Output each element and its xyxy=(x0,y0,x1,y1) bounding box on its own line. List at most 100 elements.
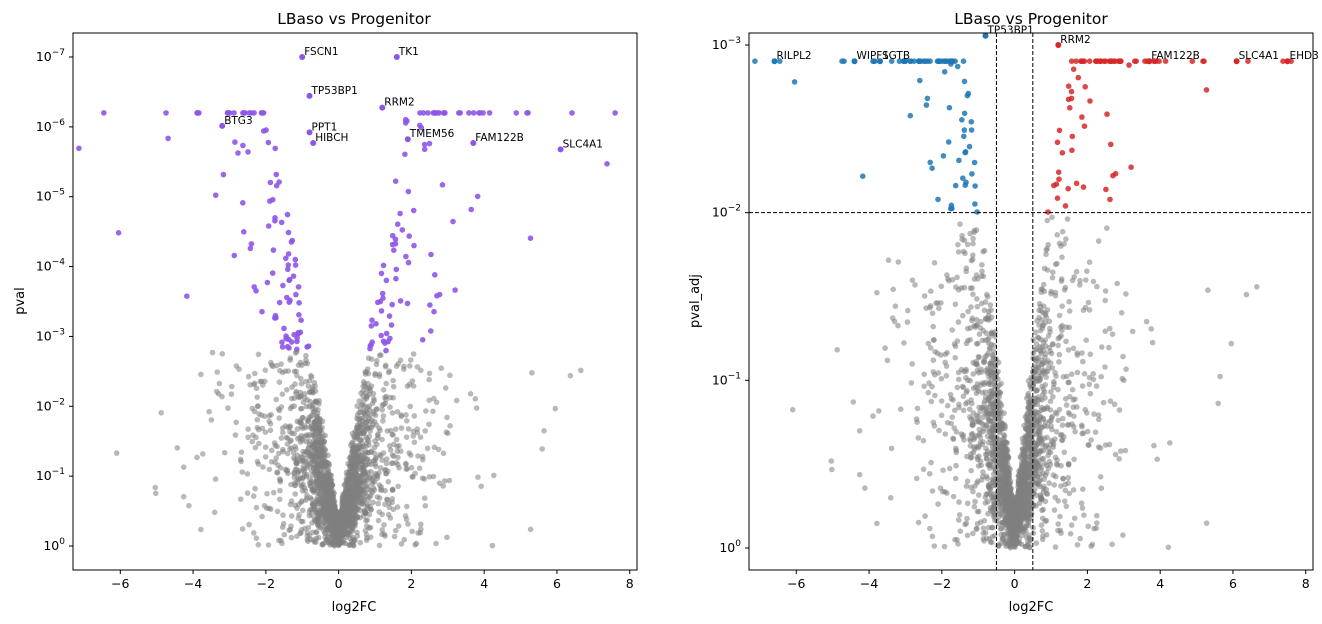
data-point xyxy=(964,500,971,507)
data-point xyxy=(212,476,219,482)
data-point xyxy=(1280,58,1286,64)
data-point xyxy=(1085,442,1092,448)
data-point xyxy=(404,383,411,390)
data-point xyxy=(362,527,369,534)
data-point xyxy=(270,489,277,496)
data-point xyxy=(298,393,305,399)
data-point xyxy=(1065,480,1071,486)
data-point xyxy=(965,308,971,315)
data-point xyxy=(395,461,401,468)
data-point xyxy=(1059,150,1066,156)
data-point xyxy=(303,352,309,359)
data-point xyxy=(158,410,164,416)
data-point xyxy=(960,433,966,440)
data-point xyxy=(220,171,227,178)
x-tick-label: 4 xyxy=(480,576,488,591)
data-point xyxy=(281,531,288,538)
data-point xyxy=(1032,329,1039,336)
data-point xyxy=(1083,337,1089,344)
data-point xyxy=(311,485,318,491)
data-point xyxy=(1051,378,1057,385)
data-point xyxy=(952,475,959,482)
data-point xyxy=(266,466,273,473)
gene-label: SLC4A1 xyxy=(563,138,603,150)
data-point xyxy=(1091,411,1097,417)
data-point xyxy=(375,500,382,507)
data-point xyxy=(964,515,970,522)
data-point xyxy=(286,276,293,283)
data-point xyxy=(379,436,385,443)
data-point xyxy=(1062,396,1069,402)
data-point xyxy=(231,252,238,259)
data-point xyxy=(1079,350,1085,356)
data-point xyxy=(1068,58,1075,64)
data-point xyxy=(397,298,404,304)
data-point xyxy=(198,526,204,533)
data-point xyxy=(295,284,302,290)
data-point xyxy=(896,58,903,64)
data-point xyxy=(376,542,383,549)
data-point xyxy=(926,380,932,386)
data-point xyxy=(364,436,371,443)
data-point xyxy=(1039,442,1046,448)
data-point xyxy=(541,428,547,434)
data-point xyxy=(275,462,282,469)
data-point xyxy=(383,460,390,467)
data-point xyxy=(321,500,328,507)
data-point xyxy=(327,542,333,548)
data-point xyxy=(278,219,285,226)
data-point xyxy=(287,428,293,435)
data-point xyxy=(1102,288,1109,294)
data-point xyxy=(376,452,383,458)
data-point xyxy=(255,351,262,358)
data-point xyxy=(1094,520,1100,526)
data-point xyxy=(1107,325,1113,332)
data-point xyxy=(927,159,933,166)
data-point xyxy=(280,282,286,289)
data-point xyxy=(1165,544,1172,551)
data-point xyxy=(1041,265,1048,272)
data-point xyxy=(913,475,920,482)
data-point xyxy=(350,491,357,497)
data-point xyxy=(1054,260,1060,267)
data-point xyxy=(1052,436,1058,442)
data-point xyxy=(376,509,383,515)
data-point xyxy=(379,527,386,533)
data-point xyxy=(1044,491,1050,497)
data-point xyxy=(992,359,999,366)
x-tick-label: 6 xyxy=(553,576,561,591)
data-point xyxy=(985,498,991,505)
data-point xyxy=(951,425,957,431)
data-point xyxy=(363,462,370,468)
highlighted-point xyxy=(299,54,306,60)
data-point xyxy=(392,178,399,184)
data-point xyxy=(963,483,970,489)
data-point xyxy=(1066,490,1073,497)
data-point xyxy=(1203,87,1210,93)
data-point xyxy=(153,490,159,497)
data-point xyxy=(961,127,968,133)
data-point xyxy=(276,407,283,414)
data-point xyxy=(938,375,945,382)
data-point xyxy=(332,536,338,542)
data-point xyxy=(403,434,410,441)
data-point xyxy=(404,300,411,307)
data-point xyxy=(342,510,348,517)
data-point xyxy=(1123,366,1129,373)
data-point xyxy=(276,415,283,421)
data-point xyxy=(985,439,992,446)
data-point xyxy=(929,310,936,317)
data-point xyxy=(1143,318,1150,325)
data-point xyxy=(300,399,307,406)
data-point xyxy=(965,90,972,97)
data-point xyxy=(152,484,159,491)
data-point xyxy=(1033,540,1040,546)
data-point xyxy=(982,529,989,536)
data-point xyxy=(475,474,481,481)
data-point xyxy=(311,499,318,506)
data-point xyxy=(401,363,407,370)
data-point xyxy=(304,536,311,543)
data-point xyxy=(256,440,262,447)
data-point xyxy=(309,389,316,395)
data-point xyxy=(405,521,411,527)
